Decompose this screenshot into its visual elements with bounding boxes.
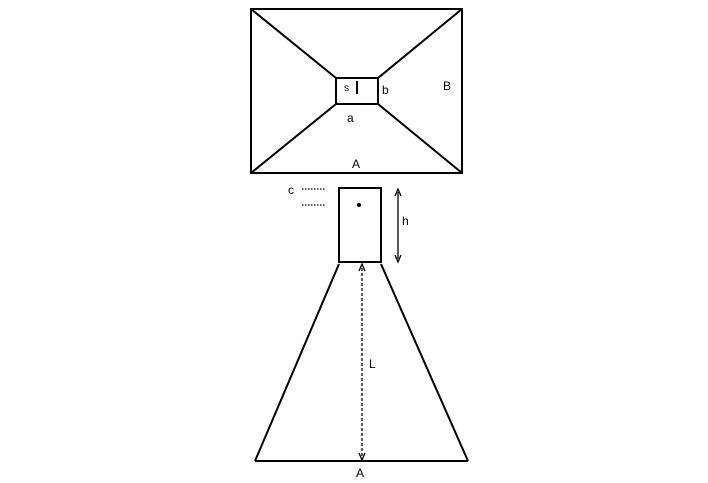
label-b: b [382, 83, 389, 97]
label-A-top: A [352, 157, 360, 171]
diagonal-bottom-right [377, 103, 463, 174]
diagonal-top-right [377, 8, 463, 79]
height-arrow-bottom-head [394, 254, 402, 264]
side-view [254, 187, 469, 462]
label-B: B [443, 79, 451, 93]
pinhole-box [338, 187, 382, 263]
label-h: h [402, 214, 409, 228]
length-arrow-top-head [358, 262, 366, 272]
diagonal-bottom-left [250, 103, 337, 174]
label-a: a [347, 111, 354, 125]
cone-right-edge [380, 263, 469, 462]
label-A-bottom: A [356, 466, 364, 480]
label-s: s [344, 83, 349, 94]
length-arrow-bottom-head [358, 452, 366, 462]
pinhole-dot [357, 203, 361, 207]
outer-rectangle-B [250, 8, 463, 174]
height-arrow-top-head [394, 187, 402, 197]
cone-left-edge [254, 263, 340, 462]
top-view [250, 8, 463, 174]
diagonal-top-left [250, 8, 337, 79]
label-c: c [288, 183, 294, 197]
label-L: L [369, 357, 376, 371]
inner-rectangle [335, 77, 379, 105]
